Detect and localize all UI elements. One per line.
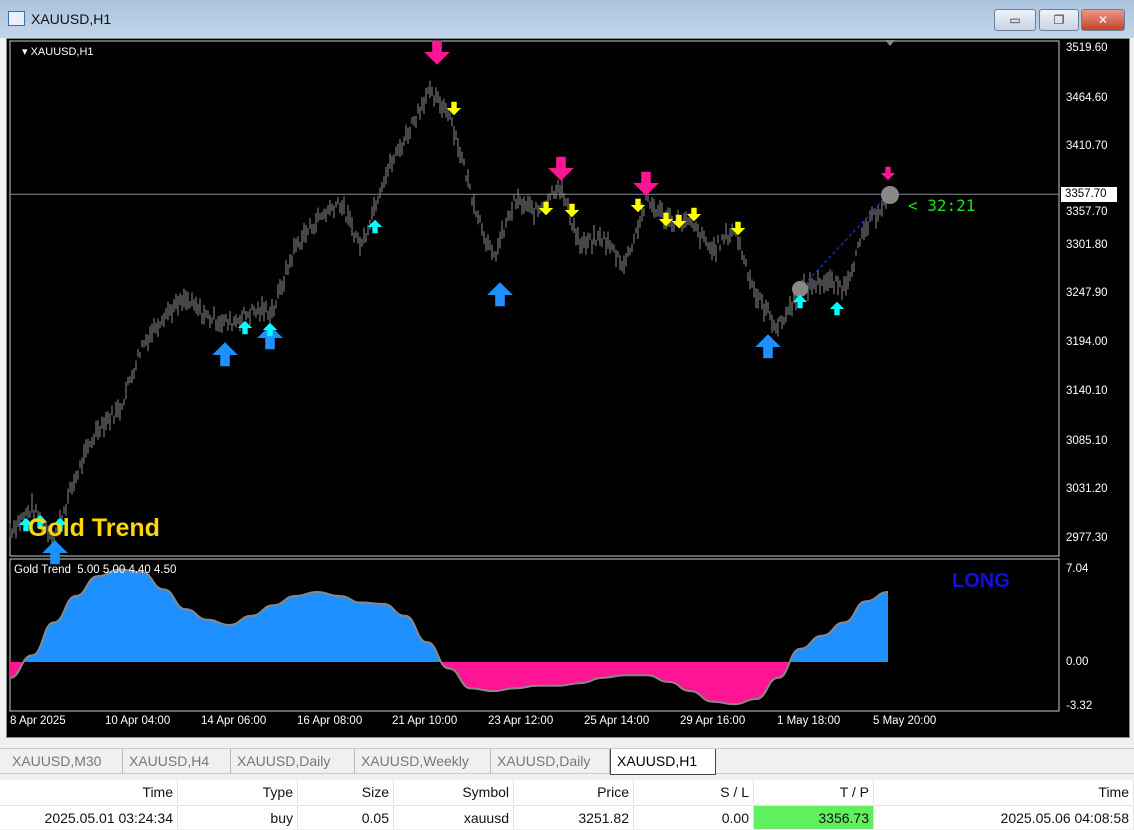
column-header[interactable]: Price [514, 780, 634, 804]
trade-cell: 3251.82 [514, 805, 634, 829]
trade-cell: xauusd [394, 805, 514, 829]
time-tick: 1 May 18:00 [777, 715, 841, 727]
oscillator-positive-area [10, 569, 888, 662]
trade-cell: 0.00 [634, 805, 754, 829]
sell-arrow-icon [446, 101, 462, 116]
buy-arrow-icon [755, 334, 781, 359]
sell-arrow-icon [686, 207, 702, 222]
sell-arrow-icon [424, 40, 450, 65]
time-tick: 16 Apr 08:00 [297, 715, 363, 727]
buy-arrow-icon [792, 294, 808, 309]
buy-arrow-icon [32, 514, 48, 529]
sell-arrow-icon [630, 198, 646, 213]
time-tick: 5 May 20:00 [873, 715, 937, 727]
symbol-text: XAUUSD,H1 [30, 46, 94, 58]
oscillator-negative-area [10, 662, 888, 705]
sell-arrow-icon [658, 212, 674, 227]
buy-arrow-icon [237, 320, 253, 335]
column-header[interactable]: S / L [634, 780, 754, 804]
trade-cell: buy [178, 805, 298, 829]
bar-timer: < 32:21 [908, 196, 976, 215]
chart-symbol-label[interactable]: ▾ XAUUSD,H1 [22, 46, 94, 58]
price-tick: 3357.70 [1066, 206, 1108, 218]
column-header[interactable]: T / P [754, 780, 874, 804]
price-tick: 3301.80 [1066, 238, 1108, 251]
current-price-label: 3357.70 [1061, 187, 1117, 202]
target-marker [881, 186, 899, 204]
price-chart[interactable] [0, 0, 1134, 740]
time-tick: 14 Apr 06:00 [201, 715, 267, 727]
signal-label: LONG [952, 570, 1010, 592]
column-header[interactable]: Time [874, 780, 1134, 804]
minimize-button[interactable]: ▭ [994, 9, 1036, 31]
price-tick: 3194.00 [1066, 336, 1108, 349]
sell-arrow-icon [548, 156, 574, 181]
indicator-pane-border [9, 558, 1060, 712]
price-tick: 3085.10 [1066, 434, 1108, 447]
tab-xauusd-weekly[interactable]: XAUUSD,Weekly [355, 749, 491, 774]
buy-arrow-icon [42, 540, 68, 565]
title-bar: XAUUSD,H1 ▭ ❐ ✕ [0, 0, 1134, 38]
buy-arrow-icon [487, 282, 513, 307]
tab-xauusd-h1[interactable]: XAUUSD,H1 [610, 749, 716, 775]
sell-arrow-icon [880, 166, 896, 181]
chart-tabs: XAUUSD,M30 XAUUSD,H4 XAUUSD,Daily XAUUSD,We… [0, 748, 1134, 775]
chart-shift-marker-icon[interactable] [885, 40, 895, 46]
time-tick: 8 Apr 2025 [10, 715, 66, 727]
sell-arrow-icon [633, 171, 659, 196]
tab-xauusd-daily[interactable]: XAUUSD,Daily [231, 749, 355, 774]
window-title: XAUUSD,H1 [31, 11, 112, 27]
oscillator-tick: 0.00 [1066, 656, 1089, 668]
trade-cell: 0.05 [298, 805, 394, 829]
price-tick: 3140.10 [1066, 384, 1108, 397]
gold-trend-watermark: Gold Trend [28, 514, 160, 542]
time-tick: 25 Apr 14:00 [584, 715, 650, 727]
chart-window-icon [8, 11, 25, 26]
price-tick: 3031.20 [1066, 483, 1108, 496]
price-tick: 3247.90 [1066, 287, 1108, 300]
main-pane-border [9, 40, 1060, 557]
tab-xauusd-m30[interactable]: XAUUSD,M30 [6, 749, 123, 774]
price-tick: 2977.30 [1066, 532, 1108, 544]
buy-arrow-icon [257, 325, 283, 350]
column-header[interactable]: Symbol [394, 780, 514, 804]
buy-arrow-icon [18, 517, 34, 532]
price-tick: 3519.60 [1066, 42, 1108, 54]
sell-arrow-icon [730, 221, 746, 236]
sell-arrow-icon [564, 203, 580, 218]
indicator-label: Gold Trend 5.00 5.00 4.40 4.50 [14, 564, 177, 576]
time-tick: 10 Apr 04:00 [105, 715, 171, 727]
buy-arrow-icon [367, 219, 383, 234]
trade-cell: 2025.05.06 04:08:58 [874, 805, 1134, 829]
oscillator-tick: -3.32 [1066, 699, 1093, 712]
trade-cell: 2025.05.01 03:24:34 [0, 805, 178, 829]
sell-arrow-icon [538, 201, 554, 216]
time-tick: 21 Apr 10:00 [392, 715, 458, 727]
tab-xauusd-daily[interactable]: XAUUSD,Daily [491, 749, 610, 774]
time-tick: 29 Apr 16:00 [680, 715, 746, 727]
time-tick: 23 Apr 12:00 [488, 715, 554, 727]
sell-arrow-icon [671, 214, 687, 229]
trade-cell: 3356.73 [754, 805, 874, 829]
buy-arrow-icon [829, 301, 845, 316]
oscillator-line [9, 568, 889, 706]
buy-arrow-icon [262, 322, 278, 337]
oscillator-tick: 7.04 [1066, 563, 1089, 575]
price-tick: 3410.70 [1066, 140, 1108, 153]
trade-line [799, 194, 889, 290]
column-header[interactable]: Type [178, 780, 298, 804]
buy-arrow-icon [52, 517, 68, 532]
tab-xauusd-h4[interactable]: XAUUSD,H4 [123, 749, 231, 774]
price-tick: 3464.60 [1066, 91, 1108, 104]
price-bars [9, 80, 889, 550]
close-button[interactable]: ✕ [1081, 9, 1125, 31]
column-header[interactable]: Time [0, 780, 178, 804]
entry-marker [792, 281, 808, 297]
maximize-button[interactable]: ❐ [1039, 9, 1079, 31]
buy-arrow-icon [212, 342, 238, 367]
column-header[interactable]: Size [298, 780, 394, 804]
